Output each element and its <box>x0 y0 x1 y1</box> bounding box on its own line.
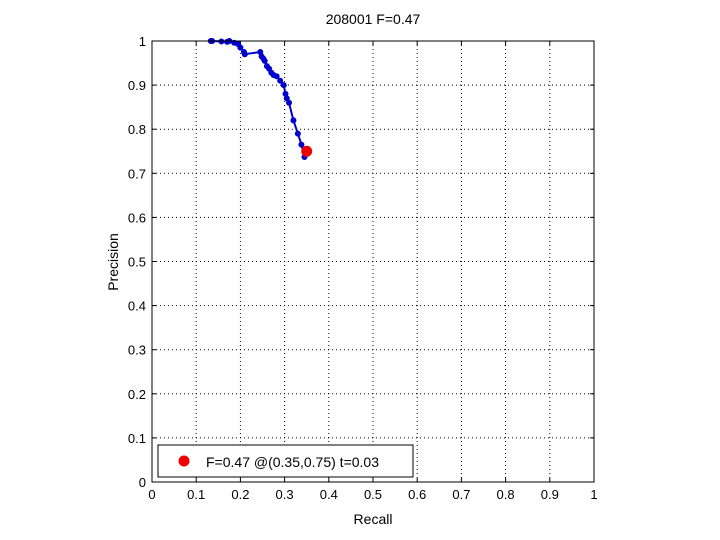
x-tick-label: 0.6 <box>408 487 426 502</box>
x-tick-label: 0 <box>148 487 155 502</box>
y-tick-label: 0.8 <box>128 122 146 137</box>
grid <box>152 41 594 482</box>
chart-title: 208001 F=0.47 <box>326 11 421 27</box>
x-tick-label: 0.1 <box>187 487 205 502</box>
x-tick-label: 0.4 <box>320 487 338 502</box>
series-layer <box>207 38 313 160</box>
series-point <box>237 44 244 51</box>
x-tick-label: 0.5 <box>364 487 382 502</box>
series-point <box>261 57 268 64</box>
x-tick-label: 0.9 <box>541 487 559 502</box>
x-tick-label: 0.7 <box>452 487 470 502</box>
series-point <box>273 73 280 80</box>
legend-marker <box>178 455 190 467</box>
series-point <box>286 99 293 106</box>
y-tick-label: 0.5 <box>128 255 146 270</box>
y-tick-label: 0.1 <box>128 431 146 446</box>
x-tick-label: 0.8 <box>497 487 515 502</box>
x-tick-label: 0.3 <box>276 487 294 502</box>
plot-frame <box>151 40 595 483</box>
x-tick-label: 0.2 <box>231 487 249 502</box>
series-point <box>277 77 284 84</box>
legend-box <box>157 444 414 478</box>
series-point <box>241 51 248 58</box>
legend: F=0.47 @(0.35,0.75) t=0.03 <box>157 444 414 478</box>
y-tick-label: 0.3 <box>128 343 146 358</box>
x-axis-label: Recall <box>354 511 393 527</box>
y-tick-label: 1 <box>139 34 146 49</box>
series-point <box>298 141 305 148</box>
y-tick-label: 0.7 <box>128 166 146 181</box>
y-axis-label: Precision <box>105 233 121 291</box>
y-tick-label: 0.4 <box>128 299 146 314</box>
x-tick-label: 1 <box>590 487 597 502</box>
legend-label: F=0.47 @(0.35,0.75) t=0.03 <box>206 454 379 470</box>
f-measure-marker <box>301 145 313 157</box>
series-point <box>280 82 287 89</box>
y-tick-label: 0.2 <box>128 387 146 402</box>
ticks: 0 0.1 0.2 0.3 0.4 0.5 0.6 0.7 0.8 0.9 1 0 0.1 0.2 0.3 0… <box>128 34 598 502</box>
y-tick-label: 0 <box>139 475 146 490</box>
y-tick-label: 0.6 <box>128 210 146 225</box>
series-point <box>294 130 301 137</box>
series-point <box>290 117 297 124</box>
y-tick-label: 0.9 <box>128 78 146 93</box>
